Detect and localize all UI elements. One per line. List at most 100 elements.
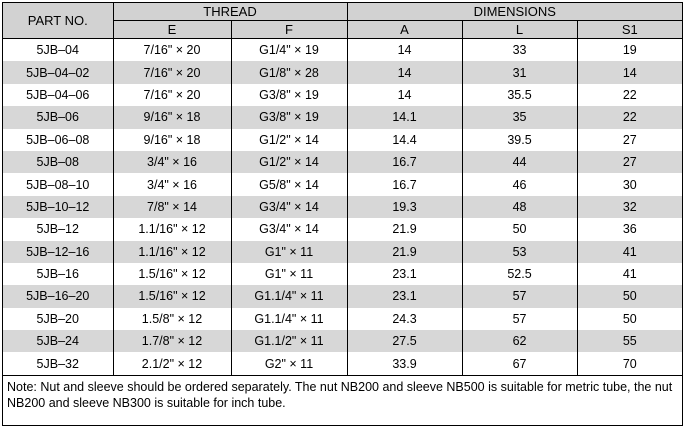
cell-dim-l: 57 <box>461 285 578 308</box>
cell-thread-f: G3/8" × 19 <box>230 106 348 129</box>
cell-thread-f: G1/4" × 19 <box>230 38 348 62</box>
cell-dim-s1: 22 <box>576 106 683 129</box>
cell-dim-l: 44 <box>461 150 578 174</box>
cell-thread-e: 1.5/16" × 12 <box>112 285 232 308</box>
cell-dim-s1: 50 <box>576 307 683 331</box>
cell-dim-l: 48 <box>461 195 578 219</box>
table-row: 5JB–06–08 9/16" × 18 G1/2" × 14 14.4 39.5 27 <box>3 128 683 151</box>
header-e: E <box>113 20 232 39</box>
cell-dim-s1: 19 <box>576 38 683 62</box>
cell-dim-l: 62 <box>461 330 578 353</box>
table-row: 5JB–24 1.7/8" × 12 G1.1/2" × 11 27.5 62 55 <box>3 330 683 353</box>
table-row: 5JB–08–10 3/4" × 16 G5/8" × 14 16.7 46 30 <box>3 173 683 196</box>
cell-thread-e: 7/8" × 14 <box>112 195 232 219</box>
header-a: A <box>346 20 463 39</box>
cell-thread-f: G1/2" × 14 <box>230 150 348 174</box>
cell-dim-a: 23.1 <box>346 285 463 308</box>
cell-thread-e: 1.1/16" × 12 <box>112 240 232 263</box>
cell-dim-s1: 27 <box>576 128 683 151</box>
cell-part-no: 5JB–06 <box>3 106 114 129</box>
cell-dim-a: 14 <box>346 61 463 84</box>
cell-dim-a: 14 <box>346 83 463 107</box>
spec-table: PART NO. THREAD DIMENSIONS E F A L S1 5J… <box>3 3 683 376</box>
header-part-no: PART NO. <box>3 3 114 39</box>
cell-thread-f: G1" × 11 <box>230 240 348 263</box>
cell-thread-f: G1" × 11 <box>230 262 348 286</box>
cell-thread-f: G2" × 11 <box>230 352 348 376</box>
cell-dim-l: 33 <box>461 38 578 62</box>
footnote: Note: Nut and sleeve should be ordered s… <box>7 379 673 410</box>
cell-dim-s1: 50 <box>576 285 683 308</box>
cell-thread-e: 3/4" × 16 <box>112 150 232 174</box>
cell-thread-e: 2.1/2" × 12 <box>112 352 232 376</box>
cell-part-no: 5JB–24 <box>3 330 114 353</box>
cell-dim-a: 14.4 <box>346 128 463 151</box>
cell-thread-f: G5/8" × 14 <box>230 173 348 196</box>
cell-thread-e: 1.5/16" × 12 <box>112 262 232 286</box>
cell-dim-s1: 41 <box>576 240 683 263</box>
cell-dim-s1: 14 <box>576 61 683 84</box>
table-row: 5JB–04 7/16" × 20 G1/4" × 19 14 33 19 <box>3 38 683 62</box>
cell-dim-l: 35.5 <box>461 83 578 107</box>
cell-dim-l: 53 <box>461 240 578 263</box>
cell-thread-e: 9/16" × 18 <box>112 106 232 129</box>
cell-thread-e: 1.7/8" × 12 <box>112 330 232 353</box>
cell-thread-f: G1/8" × 28 <box>230 61 348 84</box>
cell-dim-l: 35 <box>461 106 578 129</box>
cell-part-no: 5JB–06–08 <box>3 128 114 151</box>
cell-thread-e: 1.1/16" × 12 <box>112 218 232 241</box>
cell-dim-s1: 27 <box>576 150 683 174</box>
header-dimensions: DIMENSIONS <box>346 3 683 21</box>
cell-part-no: 5JB–08–10 <box>3 173 114 196</box>
table-row: 5JB–04–06 7/16" × 20 G3/8" × 19 14 35.5 22 <box>3 83 683 107</box>
cell-part-no: 5JB–16–20 <box>3 285 114 308</box>
header-row-groups: PART NO. THREAD DIMENSIONS <box>3 3 683 39</box>
cell-dim-l: 46 <box>461 173 578 196</box>
cell-dim-s1: 30 <box>576 173 683 196</box>
cell-thread-e: 1.5/8" × 12 <box>112 307 232 331</box>
cell-part-no: 5JB–04–02 <box>3 61 114 84</box>
cell-dim-s1: 32 <box>576 195 683 219</box>
cell-thread-e: 3/4" × 16 <box>112 173 232 196</box>
cell-dim-l: 39.5 <box>461 128 578 151</box>
cell-dim-l: 31 <box>461 61 578 84</box>
cell-thread-f: G1.1/4" × 11 <box>230 285 348 308</box>
cell-thread-e: 9/16" × 18 <box>112 128 232 151</box>
cell-thread-f: G1/2" × 14 <box>230 128 348 151</box>
cell-thread-f: G3/4" × 14 <box>230 195 348 219</box>
cell-dim-s1: 36 <box>576 218 683 241</box>
table-row: 5JB–08 3/4" × 16 G1/2" × 14 16.7 44 27 <box>3 150 683 174</box>
table-row: 5JB–20 1.5/8" × 12 G1.1/4" × 11 24.3 57 50 <box>3 307 683 331</box>
cell-thread-f: G1.1/4" × 11 <box>230 307 348 331</box>
cell-dim-a: 14.1 <box>346 106 463 129</box>
cell-part-no: 5JB–08 <box>3 150 114 174</box>
table-row: 5JB–12–16 1.1/16" × 12 G1" × 11 21.9 53 41 <box>3 240 683 263</box>
table-row: 5JB–06 9/16" × 18 G3/8" × 19 14.1 35 22 <box>3 106 683 129</box>
cell-dim-a: 23.1 <box>346 262 463 286</box>
cell-dim-l: 50 <box>461 218 578 241</box>
table-row: 5JB–10–12 7/8" × 14 G3/4" × 14 19.3 48 32 <box>3 195 683 219</box>
cell-dim-s1: 22 <box>576 83 683 107</box>
cell-thread-f: G3/8" × 19 <box>230 83 348 107</box>
table-row: 5JB–16–20 1.5/16" × 12 G1.1/4" × 11 23.1 57 5… <box>3 285 683 308</box>
cell-dim-l: 67 <box>461 352 578 376</box>
table-row: 5JB–12 1.1/16" × 12 G3/4" × 14 21.9 50 36 <box>3 218 683 241</box>
table-row: 5JB–32 2.1/2" × 12 G2" × 11 33.9 67 70 <box>3 352 683 376</box>
header-f: F <box>230 20 348 39</box>
cell-part-no: 5JB–04 <box>3 38 114 62</box>
cell-part-no: 5JB–32 <box>3 352 114 376</box>
cell-dim-l: 57 <box>461 307 578 331</box>
cell-dim-a: 24.3 <box>346 307 463 331</box>
cell-dim-a: 14 <box>346 38 463 62</box>
cell-dim-l: 52.5 <box>461 262 578 286</box>
header-s1: S1 <box>576 20 683 39</box>
cell-dim-s1: 70 <box>576 352 683 376</box>
cell-dim-a: 33.9 <box>346 352 463 376</box>
cell-thread-e: 7/16" × 20 <box>112 83 232 107</box>
cell-dim-a: 21.9 <box>346 240 463 263</box>
header-thread: THREAD <box>112 3 348 21</box>
cell-thread-e: 7/16" × 20 <box>112 38 232 62</box>
table-row: 5JB–16 1.5/16" × 12 G1" × 11 23.1 52.5 41 <box>3 262 683 286</box>
cell-dim-s1: 41 <box>576 262 683 286</box>
